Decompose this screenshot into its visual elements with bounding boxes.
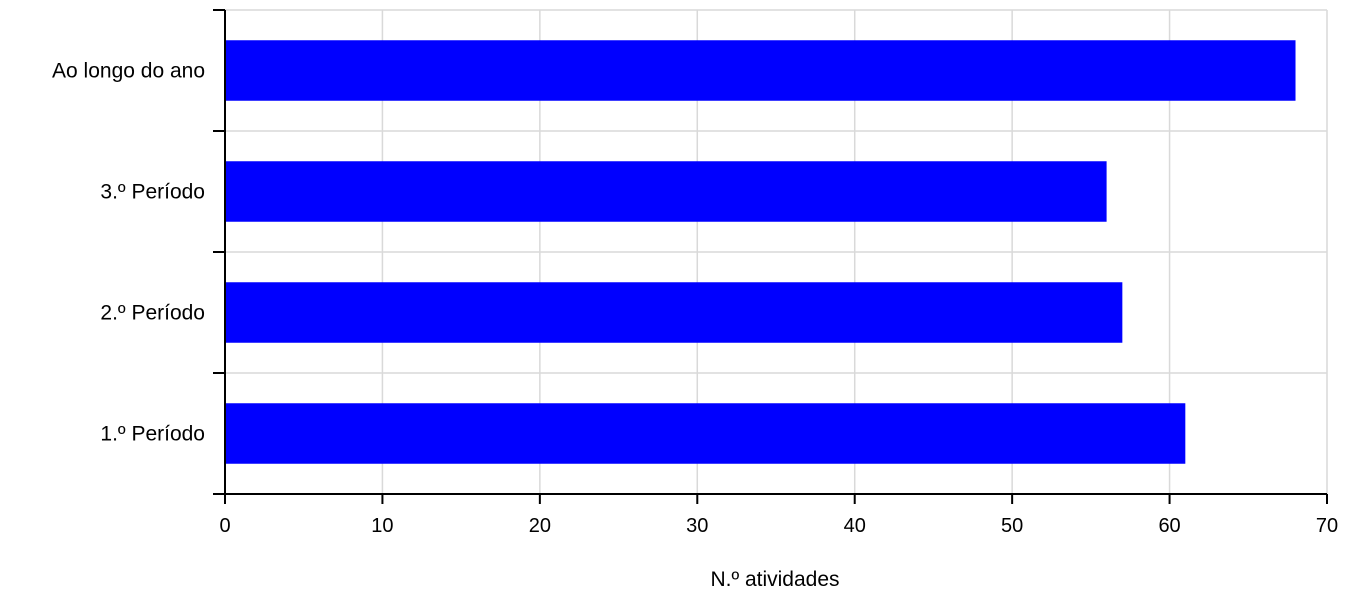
- x-tick-label: 50: [1001, 515, 1023, 537]
- bar: [225, 40, 1296, 101]
- bar: [225, 282, 1122, 343]
- x-tick-label: 20: [529, 515, 551, 537]
- x-tick-label: 70: [1316, 515, 1338, 537]
- x-tick-label: 40: [844, 515, 866, 537]
- x-tick-label: 0: [219, 515, 230, 537]
- x-ticks: 0 10 20 30 40 50 60 70: [219, 494, 1338, 537]
- y-category-label: 1.º Período: [100, 423, 205, 446]
- bar: [225, 161, 1107, 222]
- y-category-label: Ao longo do ano: [52, 60, 205, 83]
- y-category-labels: 1.º Período 2.º Período 3.º Período Ao long…: [52, 60, 205, 446]
- y-category-label: 3.º Período: [100, 181, 205, 204]
- bar: [225, 403, 1185, 464]
- x-axis-label: N.º atividades: [710, 568, 839, 591]
- y-category-label: 2.º Período: [100, 302, 205, 325]
- x-tick-label: 10: [371, 515, 393, 537]
- x-tick-label: 60: [1158, 515, 1180, 537]
- x-tick-label: 30: [686, 515, 708, 537]
